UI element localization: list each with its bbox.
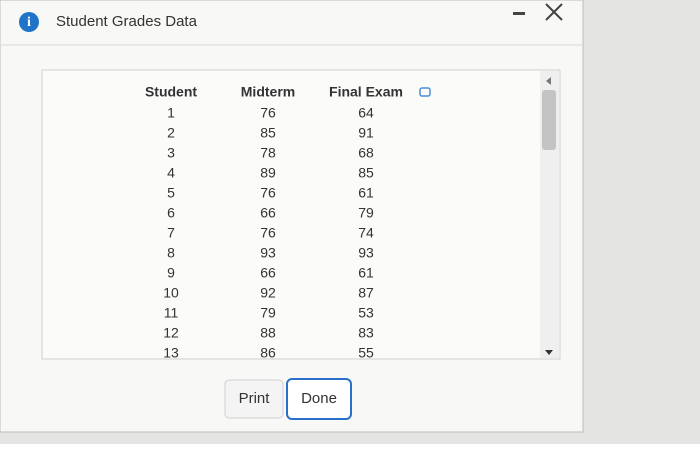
table-cell: 88 [260, 325, 276, 341]
table-panel [41, 69, 561, 360]
scroll-thumb[interactable] [542, 90, 556, 150]
column-header: Final Exam [329, 84, 403, 100]
scroll-down[interactable] [545, 350, 553, 355]
table-cell: 9 [167, 265, 175, 281]
table-cell: 87 [358, 285, 374, 301]
close-button[interactable] [545, 3, 563, 21]
table-cell: 83 [358, 325, 374, 341]
table-cell: 79 [358, 205, 374, 221]
table-cell: 8 [167, 245, 175, 261]
info-icon [19, 12, 39, 32]
table-cell: 61 [358, 185, 374, 201]
table-cell: 53 [358, 305, 374, 321]
table-cell: 93 [260, 245, 276, 261]
done-label: Done [301, 390, 337, 407]
table-cell: 68 [358, 145, 374, 161]
window-title: Student Grades Data [56, 13, 198, 30]
print-button[interactable] [224, 379, 284, 419]
table-cell: 76 [260, 105, 276, 121]
table-cell: 91 [358, 125, 374, 141]
table-cell: 1 [167, 105, 175, 121]
table-cell: 79 [260, 305, 276, 321]
table-cell: 13 [163, 345, 179, 361]
table-cell: 5 [167, 185, 175, 201]
table-cell: 78 [260, 145, 276, 161]
table-cell: 85 [260, 125, 276, 141]
table-cell: 64 [358, 105, 374, 121]
table-cell: 92 [260, 285, 276, 301]
table-cell: 86 [260, 345, 276, 361]
table-cell: 61 [358, 265, 374, 281]
table-cell: 74 [358, 225, 374, 241]
column-header: Student [145, 84, 197, 100]
column-header: Midterm [241, 84, 295, 100]
table-cell: 11 [164, 305, 179, 321]
done-button[interactable] [286, 378, 352, 420]
copy-icon[interactable] [419, 87, 431, 97]
table-cell: 10 [163, 285, 179, 301]
scroll-up[interactable] [546, 77, 551, 85]
table-cell: 89 [260, 165, 276, 181]
table-cell: 6 [167, 205, 175, 221]
table-cell: 4 [167, 165, 175, 181]
table-cell: 66 [260, 205, 276, 221]
table-cell: 76 [260, 225, 276, 241]
print-label: Print [239, 390, 271, 407]
table-cell: 3 [167, 145, 175, 161]
minimize-button[interactable] [513, 12, 525, 15]
table-cell: 7 [167, 225, 175, 241]
table-cell: 12 [163, 325, 179, 341]
table-cell: 2 [167, 125, 175, 141]
table-cell: 66 [260, 265, 276, 281]
table-cell: 55 [358, 345, 374, 361]
table-cell: 93 [358, 245, 374, 261]
info-glyph: i [27, 15, 31, 30]
table-cell: 85 [358, 165, 374, 181]
table-cell: 76 [260, 185, 276, 201]
